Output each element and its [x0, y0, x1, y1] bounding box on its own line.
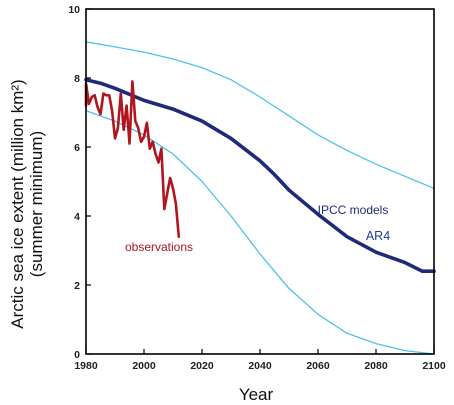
tick-layer: 1980 2000 2020 2040 2060 2080 2100 0 2 4 6 8 10 [68, 4, 446, 372]
y-tick-label: 2 [74, 280, 80, 292]
x-tick-label: 1980 [74, 360, 98, 372]
ar4-label: AR4 [366, 229, 390, 243]
y-axis-title-line1: Arctic sea ice extent (million km²) [8, 79, 27, 328]
y-tick-label: 6 [74, 142, 80, 154]
x-tick-label: 2000 [132, 360, 156, 372]
y-tick-label: 0 [74, 349, 80, 361]
series-layer [84, 41, 436, 355]
model-mean-line [84, 77, 436, 274]
observations-label: observations [125, 240, 193, 254]
observations-line [84, 80, 181, 238]
x-tick-label: 2040 [248, 360, 272, 372]
x-tick-label: 2100 [422, 360, 446, 372]
ipcc-models-label: IPCC models [318, 203, 389, 217]
y-tick-label: 8 [74, 73, 80, 85]
y-tick-label: 4 [74, 211, 80, 223]
plot-frame [85, 8, 435, 355]
x-tick-label: 2060 [306, 360, 330, 372]
y-tick-label: 10 [68, 4, 80, 16]
y-axis-title-line2: (summer minimum) [27, 131, 46, 277]
x-tick-label: 2020 [190, 360, 214, 372]
model-upper-line [85, 41, 435, 190]
x-tick-label: 2080 [364, 360, 388, 372]
x-axis-title: Year [239, 385, 274, 404]
